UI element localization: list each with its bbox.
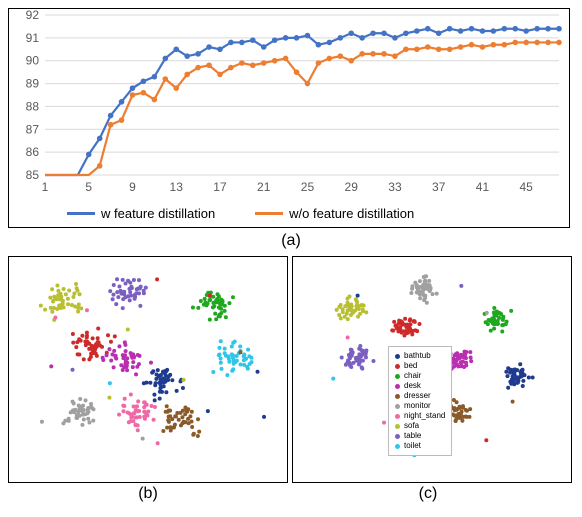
legend-dot xyxy=(395,424,400,429)
svg-text:21: 21 xyxy=(257,180,271,194)
legend-row: night_stand xyxy=(395,411,445,421)
legend-row: chair xyxy=(395,371,445,381)
caption-a: (a) xyxy=(8,232,574,250)
legend-label: toilet xyxy=(404,441,421,451)
svg-text:86: 86 xyxy=(26,145,40,159)
legend-row: bathtub xyxy=(395,351,445,361)
legend-label: dresser xyxy=(404,391,431,401)
scatter-legend-box: bathtubbedchairdeskdressermonitornight_s… xyxy=(388,346,452,456)
svg-text:1: 1 xyxy=(42,180,49,194)
svg-text:29: 29 xyxy=(345,180,359,194)
legend-dot xyxy=(395,364,400,369)
legend-dot xyxy=(395,384,400,389)
svg-text:89: 89 xyxy=(26,77,40,91)
legend-label: bathtub xyxy=(404,351,431,361)
legend-label: night_stand xyxy=(404,411,445,421)
scatter-b xyxy=(9,257,287,482)
legend-dot xyxy=(395,414,400,419)
legend-item-w-feature: w feature distillation xyxy=(67,206,215,221)
legend-row: toilet xyxy=(395,441,445,451)
svg-text:92: 92 xyxy=(26,9,40,22)
caption-b: (b) xyxy=(8,485,288,503)
legend-row: monitor xyxy=(395,401,445,411)
svg-text:88: 88 xyxy=(26,99,40,113)
legend-dot xyxy=(395,434,400,439)
scatter-row: bathtubbedchairdeskdressermonitornight_s… xyxy=(8,256,574,483)
scatter-panel-b xyxy=(8,256,288,483)
legend-label: desk xyxy=(404,381,421,391)
legend-row: desk xyxy=(395,381,445,391)
svg-text:5: 5 xyxy=(85,180,92,194)
svg-text:37: 37 xyxy=(432,180,446,194)
scatter-panel-c: bathtubbedchairdeskdressermonitornight_s… xyxy=(292,256,572,483)
legend-label: w feature distillation xyxy=(101,206,215,221)
legend-row: table xyxy=(395,431,445,441)
line-chart-panel: 85 86 87 88 89 90 91 92 1 5 9 13 17 21 25 29 33 37 41 45 w … xyxy=(8,8,570,228)
legend-dot xyxy=(395,444,400,449)
legend-label: table xyxy=(404,431,421,441)
line-chart: 85 86 87 88 89 90 91 92 1 5 9 13 17 21 25 29 33 37 41 45 xyxy=(9,9,569,199)
svg-text:91: 91 xyxy=(26,31,40,45)
svg-text:33: 33 xyxy=(388,180,402,194)
svg-text:90: 90 xyxy=(26,54,40,68)
legend-label: w/o feature distillation xyxy=(289,206,414,221)
legend-dot xyxy=(395,404,400,409)
legend-row: sofa xyxy=(395,421,445,431)
svg-text:45: 45 xyxy=(520,180,534,194)
legend-row: dresser xyxy=(395,391,445,401)
legend-item-wo-feature: w/o feature distillation xyxy=(255,206,414,221)
legend-swatch-wo-feature xyxy=(255,212,283,215)
caption-c: (c) xyxy=(288,485,568,503)
legend-swatch-w-feature xyxy=(67,212,95,215)
svg-text:41: 41 xyxy=(476,180,490,194)
legend-dot xyxy=(395,374,400,379)
legend-label: bed xyxy=(404,361,417,371)
svg-text:87: 87 xyxy=(26,122,40,136)
legend-label: monitor xyxy=(404,401,431,411)
svg-text:13: 13 xyxy=(170,180,184,194)
line-chart-legend: w feature distillation w/o feature disti… xyxy=(67,206,414,221)
legend-label: chair xyxy=(404,371,421,381)
legend-label: sofa xyxy=(404,421,419,431)
legend-dot xyxy=(395,394,400,399)
svg-text:17: 17 xyxy=(213,180,227,194)
legend-row: bed xyxy=(395,361,445,371)
svg-text:25: 25 xyxy=(301,180,315,194)
svg-text:9: 9 xyxy=(129,180,136,194)
legend-dot xyxy=(395,354,400,359)
svg-text:85: 85 xyxy=(26,168,40,182)
